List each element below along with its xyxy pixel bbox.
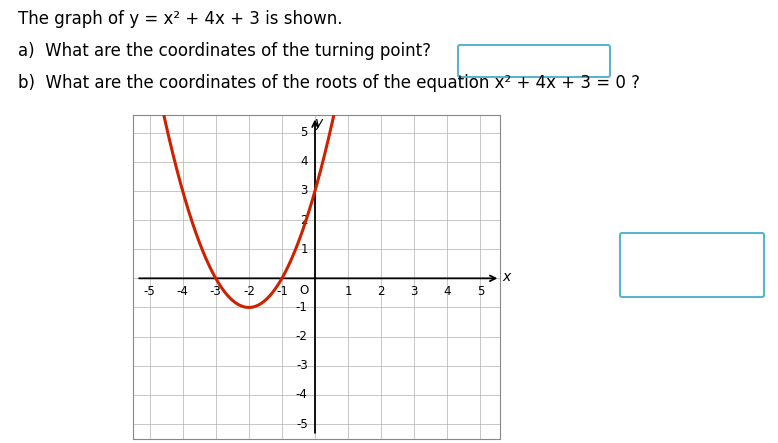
Text: 1: 1 <box>345 285 352 298</box>
Text: 3: 3 <box>300 184 308 198</box>
Text: -3: -3 <box>210 285 222 298</box>
Text: -2: -2 <box>243 285 254 298</box>
FancyBboxPatch shape <box>620 233 764 297</box>
Text: y: y <box>315 116 323 130</box>
Text: 5: 5 <box>477 285 484 298</box>
Text: O: O <box>300 284 309 296</box>
Text: 2: 2 <box>377 285 385 298</box>
Text: 4: 4 <box>300 155 308 168</box>
Text: -4: -4 <box>296 389 308 401</box>
Text: 5: 5 <box>300 126 308 139</box>
Text: 1: 1 <box>300 243 308 256</box>
Text: -3: -3 <box>296 359 308 372</box>
Text: -1: -1 <box>276 285 288 298</box>
FancyBboxPatch shape <box>458 45 610 77</box>
Text: -1: -1 <box>296 301 308 314</box>
Text: The graph of y = x² + 4x + 3 is shown.: The graph of y = x² + 4x + 3 is shown. <box>18 10 342 28</box>
Text: x: x <box>502 270 510 284</box>
Text: 3: 3 <box>411 285 418 298</box>
Text: b)  What are the coordinates of the roots of the equation x² + 4x + 3 = 0 ?: b) What are the coordinates of the roots… <box>18 74 640 92</box>
Text: -2: -2 <box>296 330 308 343</box>
Text: -4: -4 <box>177 285 188 298</box>
Text: 2: 2 <box>300 214 308 226</box>
Text: a)  What are the coordinates of the turning point?: a) What are the coordinates of the turni… <box>18 42 431 60</box>
Text: 4: 4 <box>443 285 451 298</box>
Text: -5: -5 <box>296 417 308 431</box>
Text: -5: -5 <box>144 285 156 298</box>
